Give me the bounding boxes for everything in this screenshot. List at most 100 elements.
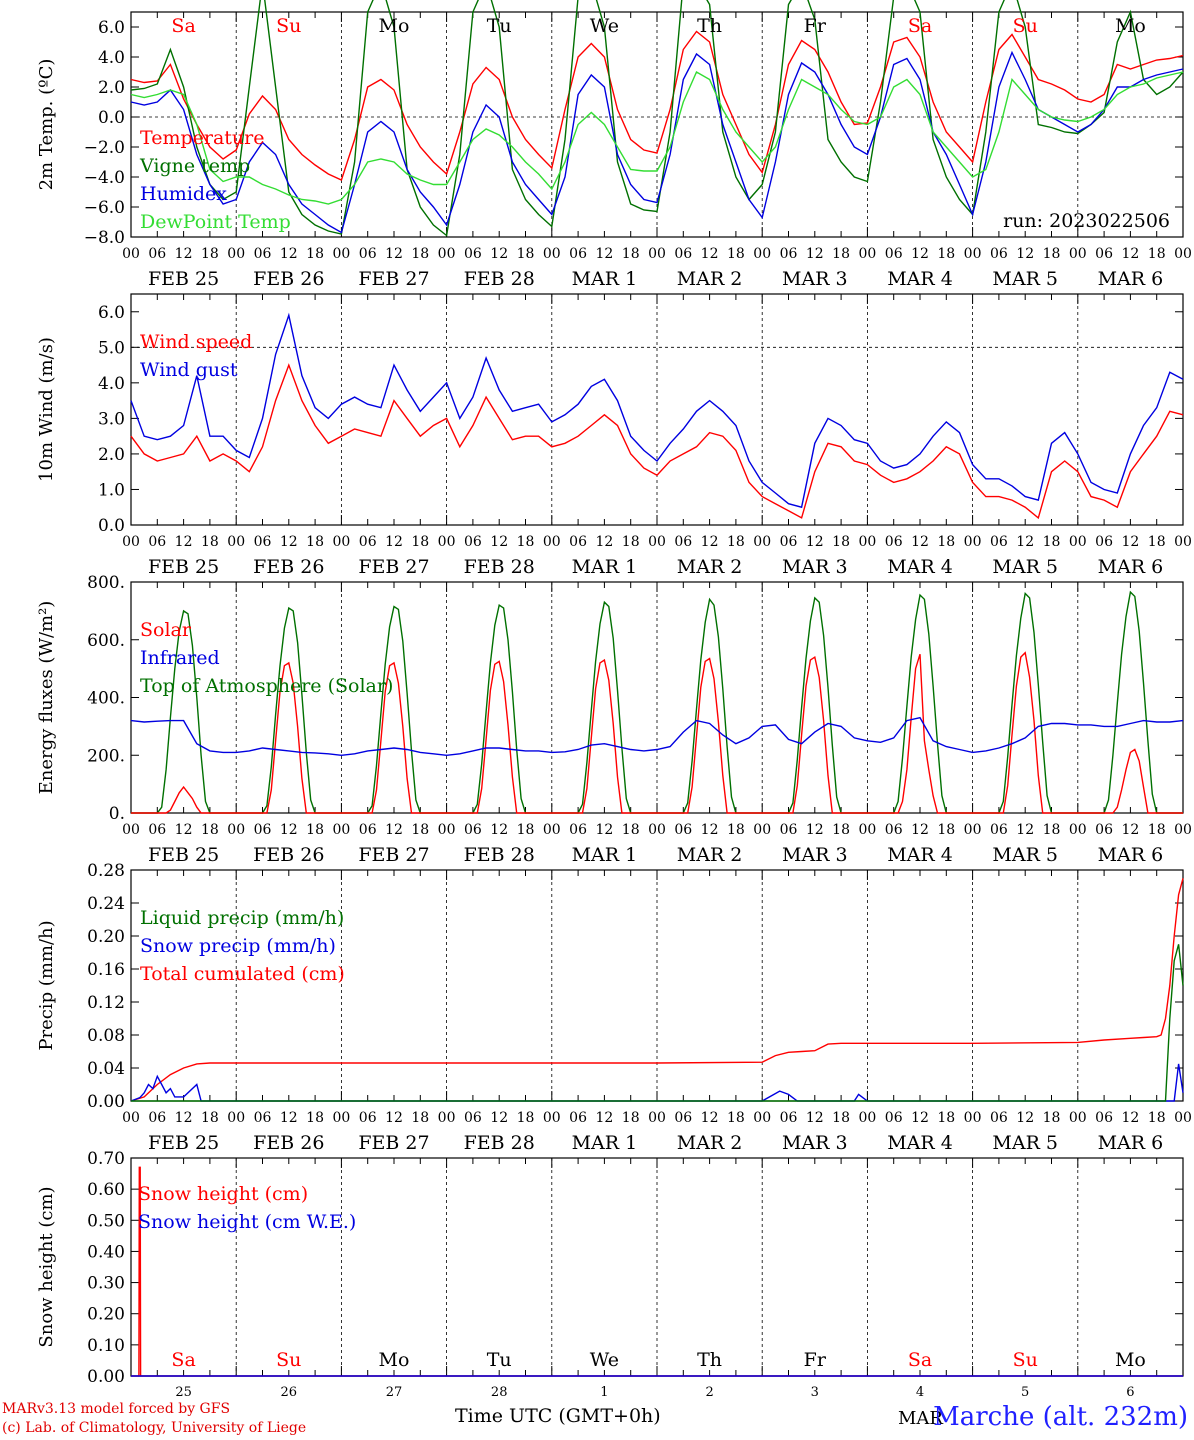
x-hour-label: 06 (254, 246, 272, 262)
x-hour-label: 18 (832, 822, 850, 838)
legend-entry: Liquid precip (mm/h) (140, 907, 344, 929)
legend-entry: DewPoint Temp (140, 211, 291, 233)
x-hour-label: 00 (858, 1110, 876, 1126)
model-credit-line-1: MARv3.13 model forced by GFS (2, 1401, 231, 1417)
x-hour-label: 12 (280, 534, 298, 550)
x-day-label: FEB 25 (148, 844, 219, 866)
x-hour-label: 18 (201, 534, 219, 550)
x-hour-label: 18 (1043, 246, 1061, 262)
series-line-total-cumulated-cm- (130, 878, 1184, 1102)
y-tick-label: 0.28 (87, 861, 125, 881)
weekday-label: Su (1013, 1349, 1038, 1371)
x-hour-label: 00 (1069, 246, 1087, 262)
series-line-humidex (130, 50, 1184, 234)
y-axis-title: Precip (mm/h) (36, 920, 57, 1050)
x-hour-label: 06 (990, 534, 1008, 550)
x-hour-label: 06 (148, 1110, 166, 1126)
y-tick-label: −2.0 (84, 138, 125, 158)
x-hour-label: 00 (964, 822, 982, 838)
legend-entry: Temperature (140, 127, 264, 149)
x-day-label: MAR 6 (1098, 844, 1164, 866)
day-number-label: 1 (600, 1385, 608, 1400)
x-hour-label: 06 (148, 822, 166, 838)
x-hour-label: 18 (622, 822, 640, 838)
weekday-label: Tu (487, 1349, 512, 1371)
x-hour-label: 00 (753, 1110, 771, 1126)
panel-precip (130, 869, 1184, 1102)
y-tick-label: 4.0 (98, 48, 125, 68)
y-tick-label: 0.10 (87, 1336, 125, 1356)
weekday-label: Mo (379, 1349, 410, 1371)
y-tick-label: 1.0 (98, 480, 125, 500)
x-day-label: FEB 26 (253, 1132, 324, 1154)
x-hour-label: 00 (648, 822, 666, 838)
x-hour-label: 12 (806, 1110, 824, 1126)
y-tick-label: 0.70 (87, 1149, 125, 1169)
x-hour-label: 18 (622, 534, 640, 550)
y-tick-label: 0.40 (87, 1242, 125, 1262)
x-hour-label: 00 (438, 822, 456, 838)
plot-frame (130, 11, 1184, 238)
x-day-label: MAR 2 (677, 844, 743, 866)
weekday-label: Sa (171, 1349, 195, 1371)
x-hour-label: 06 (464, 822, 482, 838)
y-tick-label: 5.0 (98, 338, 125, 358)
x-hour-label: 12 (280, 1110, 298, 1126)
x-hour-label: 18 (727, 534, 745, 550)
x-hour-label: 12 (701, 1110, 719, 1126)
x-hour-label: 06 (254, 1110, 272, 1126)
x-hour-label: 18 (832, 246, 850, 262)
x-hour-label: 18 (622, 246, 640, 262)
x-day-label: MAR 4 (887, 844, 953, 866)
x-hour-label: 00 (964, 246, 982, 262)
x-hour-label: 06 (990, 822, 1008, 838)
day-number-label: 27 (386, 1385, 403, 1400)
x-hour-label: 00 (543, 1110, 561, 1126)
y-tick-label: 0.00 (87, 1092, 125, 1112)
x-hour-label: 18 (306, 822, 324, 838)
x-day-label: FEB 27 (358, 556, 429, 578)
x-hour-label: 12 (595, 822, 613, 838)
x-hour-label: 12 (490, 822, 508, 838)
y-axis-title: 10m Wind (m/s) (36, 337, 57, 482)
x-day-label: FEB 25 (148, 268, 219, 290)
y-tick-label: 2.0 (98, 78, 125, 98)
weekday-label: Fr (804, 1349, 827, 1371)
x-hour-label: 00 (122, 246, 140, 262)
x-hour-label: 00 (753, 246, 771, 262)
x-hour-label: 18 (306, 246, 324, 262)
x-hour-label: 18 (306, 1110, 324, 1126)
x-hour-label: 00 (438, 534, 456, 550)
x-day-label: MAR 3 (782, 556, 848, 578)
legend-entry: Snow precip (mm/h) (140, 935, 336, 957)
x-hour-label: 18 (1148, 246, 1166, 262)
station-label: Marche (alt. 232m) (933, 1402, 1188, 1432)
x-hour-label: 18 (411, 822, 429, 838)
x-hour-label: 06 (780, 246, 798, 262)
weekday-label: Mo (1115, 15, 1146, 37)
x-axis-title: Time UTC (GMT+0h) (455, 1405, 661, 1427)
x-hour-label: 18 (832, 1110, 850, 1126)
x-day-label: MAR 5 (992, 1132, 1058, 1154)
x-hour-label: 00 (1174, 1110, 1192, 1126)
x-hour-label: 00 (753, 534, 771, 550)
x-hour-label: 12 (280, 246, 298, 262)
x-hour-label: 18 (937, 534, 955, 550)
panel-temp (130, 0, 1184, 238)
x-day-label: MAR 5 (992, 268, 1058, 290)
x-hour-label: 00 (648, 534, 666, 550)
y-tick-label: 2.0 (98, 445, 125, 465)
x-hour-label: 06 (885, 1110, 903, 1126)
x-hour-label: 12 (1016, 246, 1034, 262)
x-day-label: MAR 4 (887, 1132, 953, 1154)
x-hour-label: 12 (385, 534, 403, 550)
x-hour-label: 18 (937, 246, 955, 262)
x-hour-label: 18 (517, 246, 535, 262)
weekday-label: We (590, 1349, 619, 1371)
x-hour-label: 12 (490, 246, 508, 262)
x-day-label: MAR 5 (992, 844, 1058, 866)
x-hour-label: 00 (543, 246, 561, 262)
y-tick-label: −8.0 (84, 228, 125, 248)
x-hour-label: 00 (543, 822, 561, 838)
x-hour-label: 18 (832, 534, 850, 550)
